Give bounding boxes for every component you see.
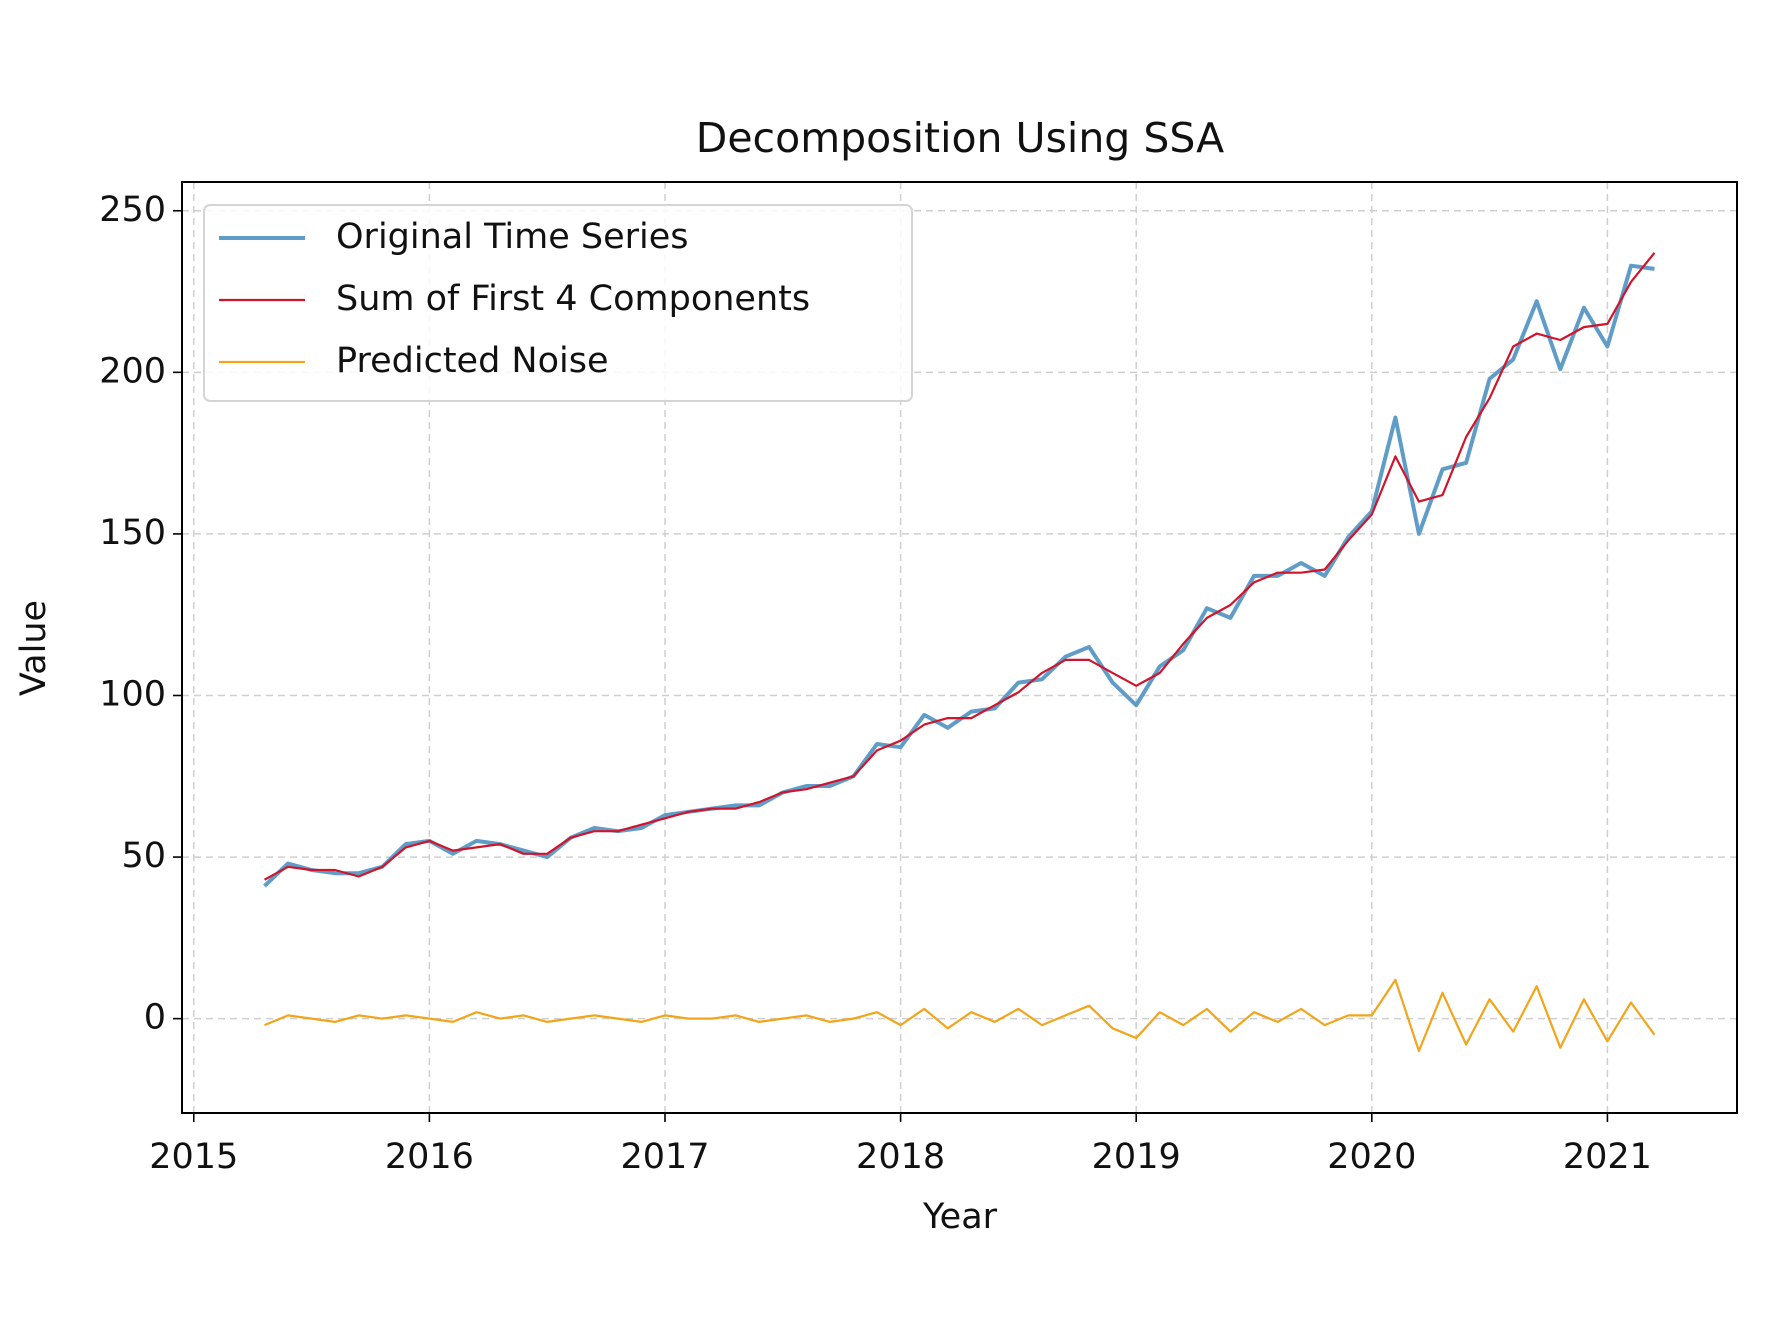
series-line xyxy=(263,252,1656,881)
y-tick-label: 50 xyxy=(121,836,166,876)
y-tick-label: 150 xyxy=(99,513,166,553)
legend-label: Sum of First 4 Components xyxy=(336,279,810,319)
legend-box xyxy=(203,204,913,402)
y-axis-label: Value xyxy=(14,600,54,696)
chart-title: Decomposition Using SSA xyxy=(696,114,1224,162)
x-tick-label: 2021 xyxy=(1563,1137,1652,1177)
legend: Original Time Series Sum of First 4 Compo… xyxy=(203,204,913,402)
x-tick-label: 2016 xyxy=(385,1137,474,1177)
x-tick-label: 2015 xyxy=(149,1137,238,1177)
y-tick-label: 250 xyxy=(99,190,166,230)
x-tick-label: 2019 xyxy=(1092,1137,1181,1177)
y-tick-label: 100 xyxy=(99,674,166,714)
plot-frame xyxy=(181,181,1738,1114)
legend-label: Predicted Noise xyxy=(336,341,609,381)
x-axis-label: Year xyxy=(922,1197,998,1237)
x-tick-label: 2018 xyxy=(856,1137,945,1177)
legend-label: Original Time Series xyxy=(336,217,689,257)
series-line xyxy=(264,978,1656,1053)
x-tick-label: 2017 xyxy=(620,1137,709,1177)
x-tick-label: 2020 xyxy=(1327,1137,1416,1177)
y-tick-label: 0 xyxy=(144,998,166,1038)
y-tick-label: 200 xyxy=(99,351,166,391)
